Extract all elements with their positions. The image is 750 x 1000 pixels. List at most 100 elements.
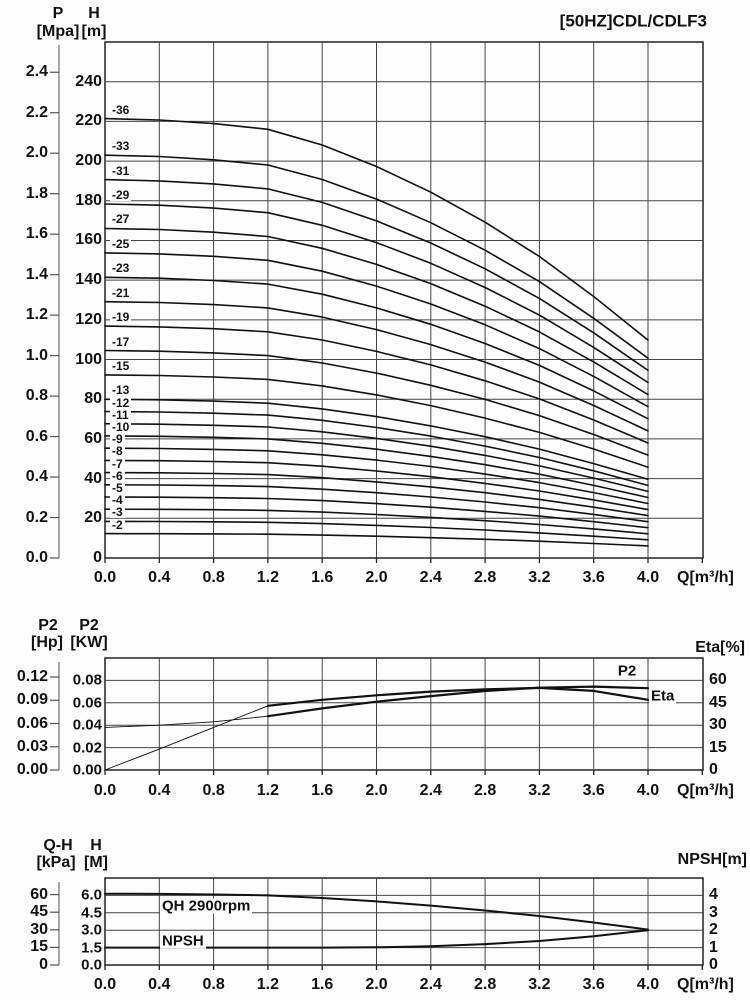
power-x-tick-label: 0.4	[148, 782, 171, 799]
main-pressure-axis-unit: [Mpa]	[36, 23, 80, 40]
m-tick-label: 3.0	[81, 921, 102, 939]
qh-x-tick-label: 0.0	[93, 976, 117, 993]
stage-curve-label: -31	[110, 163, 132, 178]
kw-tick-label: 0.04	[72, 716, 102, 734]
m-tick-label: 6.0	[81, 886, 102, 904]
power-x-axis-unit: Q[m³/h]	[677, 782, 734, 799]
npsh-tick-label: 1	[709, 938, 718, 956]
kpa-tick-label: 30	[30, 920, 48, 938]
m-tick-label: 0.0	[81, 956, 102, 974]
qh-x-tick-label: 2.8	[473, 976, 497, 993]
pressure-tick-label: 1.8	[25, 184, 48, 202]
stage-curve-label: -11	[110, 407, 131, 422]
m-axis-unit: [M]	[84, 854, 108, 871]
pressure-tick-label: 2.0	[25, 144, 48, 162]
head-tick-label: 20	[84, 509, 102, 527]
main-x-tick-label: 0.0	[93, 569, 117, 586]
main-x-tick-label: 0.8	[202, 569, 225, 586]
stage-curve-label: -29	[110, 188, 132, 203]
stage-curve-label: -23	[110, 261, 132, 276]
kpa-axis-label: Q-H	[43, 837, 73, 854]
head-tick-label: 240	[75, 72, 102, 90]
head-tick-label: 220	[75, 112, 102, 130]
eta-tick-label: 45	[709, 693, 727, 711]
qh-x-tick-label: 2.4	[419, 976, 442, 993]
main-x-axis-unit: Q[m³/h]	[677, 569, 734, 586]
pressure-tick-label: 1.4	[25, 265, 48, 283]
power-x-tick-label: 1.6	[311, 782, 334, 799]
power-x-tick-label: 4.0	[636, 782, 660, 799]
power-x-tick-label: 1.2	[256, 782, 280, 799]
m-tick-label: 1.5	[81, 939, 102, 957]
npsh-curve-label: NPSH	[160, 932, 206, 950]
qh-x-tick-label: 2.0	[365, 976, 388, 993]
hp-tick-label: 0.09	[16, 691, 48, 709]
main-x-tick-label: 3.2	[528, 569, 551, 586]
stage-curve-label: -4	[110, 493, 125, 508]
stage-curve-label: -27	[110, 212, 132, 227]
qh-x-tick-label: 3.6	[582, 976, 605, 993]
stage-curve-label: -5	[110, 480, 125, 495]
hp-tick-label: 0.12	[16, 668, 48, 685]
main-x-tick-label: 1.2	[256, 569, 280, 586]
eta-tick-label: 60	[709, 671, 727, 689]
stage-curve-label: -13	[110, 383, 132, 398]
main-x-tick-label: 1.6	[311, 569, 334, 586]
eta-tick-label: 0	[709, 761, 718, 778]
power-chart	[50, 657, 704, 775]
npsh-tick-label: 2	[709, 921, 718, 939]
head-tick-label: 180	[75, 191, 102, 209]
head-tick-label: 160	[75, 231, 102, 249]
pressure-tick-label: 2.4	[25, 63, 48, 81]
head-tick-label: 0	[93, 549, 102, 566]
eta-axis-title: Eta[%]	[695, 639, 745, 656]
hp-tick-label: 0.06	[16, 714, 48, 732]
stage-curve-label: -15	[110, 358, 132, 373]
stage-curve-label: -6	[110, 468, 125, 483]
power-curves	[104, 685, 650, 771]
kpa-tick-label: 60	[30, 885, 48, 903]
power-x-tick-label: 2.4	[419, 782, 442, 799]
kw-tick-label: 0.08	[72, 671, 102, 689]
pressure-tick-label: 1.2	[25, 306, 48, 324]
eta-tick-label: 30	[709, 716, 727, 734]
main-pressure-axis-label: P	[52, 5, 64, 22]
m-axis-label: H	[90, 837, 102, 854]
power-x-tick-label: 3.2	[528, 782, 551, 799]
stage-curve-label: -9	[110, 432, 125, 447]
kw-tick-label: 0.06	[72, 694, 102, 712]
pressure-tick-label: 0.8	[25, 387, 48, 405]
power-x-tick-label: 2.8	[473, 782, 497, 799]
qh-curve-label: QH 2900rpm	[160, 897, 253, 915]
qh-x-tick-label: 4.0	[636, 976, 660, 993]
power-x-tick-label: 3.6	[582, 782, 605, 799]
pressure-tick-label: 1.6	[25, 225, 48, 243]
main-x-tick-label: 2.8	[473, 569, 497, 586]
qh-x-tick-label: 0.4	[148, 976, 171, 993]
stage-curve-label: -19	[110, 310, 132, 325]
power-hp-axis-unit: [Hp]	[31, 634, 63, 651]
eta-tick-label: 15	[709, 738, 727, 756]
power-kw-axis-unit: [KW]	[70, 634, 108, 651]
power-x-tick-label: 0.8	[202, 782, 225, 799]
sheet-title: [50HZ]CDL/CDLF3	[559, 11, 707, 31]
stage-curve-label: -25	[110, 236, 132, 251]
qh-x-tick-label: 1.2	[256, 976, 280, 993]
head-tick-label: 120	[75, 310, 102, 328]
main-x-tick-label: 0.4	[148, 569, 171, 586]
npsh-axis-title: NPSH[m]	[677, 851, 747, 868]
m-tick-label: 4.5	[81, 904, 102, 922]
power-hp-axis-label: P2	[38, 617, 58, 634]
hp-tick-label: 0.03	[16, 737, 48, 755]
main-x-tick-label: 3.6	[582, 569, 605, 586]
stage-curve-label: -3	[110, 505, 125, 520]
stage-curve-label: -12	[110, 395, 132, 410]
stage-curve-label: -33	[110, 139, 132, 154]
kpa-tick-label: 0	[39, 956, 48, 973]
pressure-tick-label: 0.0	[25, 549, 48, 566]
npsh-tick-label: 0	[709, 956, 718, 973]
qh-x-tick-label: 0.8	[202, 976, 225, 993]
stage-curve-label: -10	[110, 419, 132, 434]
power-kw-axis-label: P2	[79, 617, 99, 634]
